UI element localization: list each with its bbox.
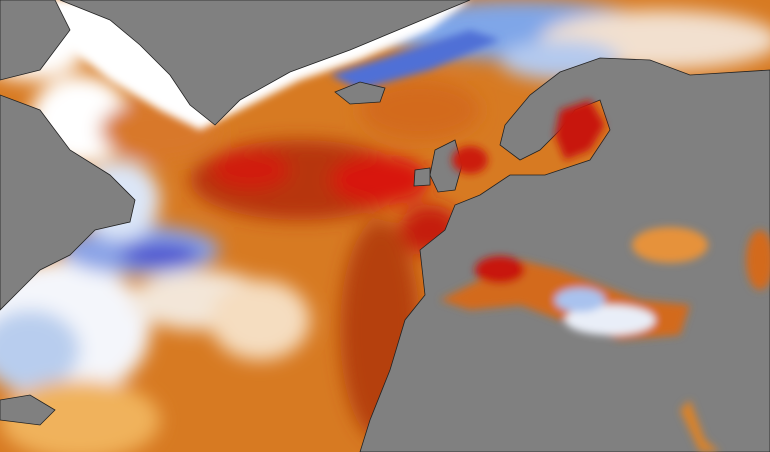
- iceland: [334, 81, 386, 105]
- caribbean: [0, 394, 56, 426]
- inland-seas: [440, 100, 770, 452]
- north-america: [0, 94, 136, 311]
- ireland: [413, 167, 431, 187]
- greenland: [59, 0, 471, 126]
- cold-strip: [330, 30, 500, 90]
- arctic-canada: [0, 0, 71, 81]
- eurasia-africa: [359, 57, 770, 452]
